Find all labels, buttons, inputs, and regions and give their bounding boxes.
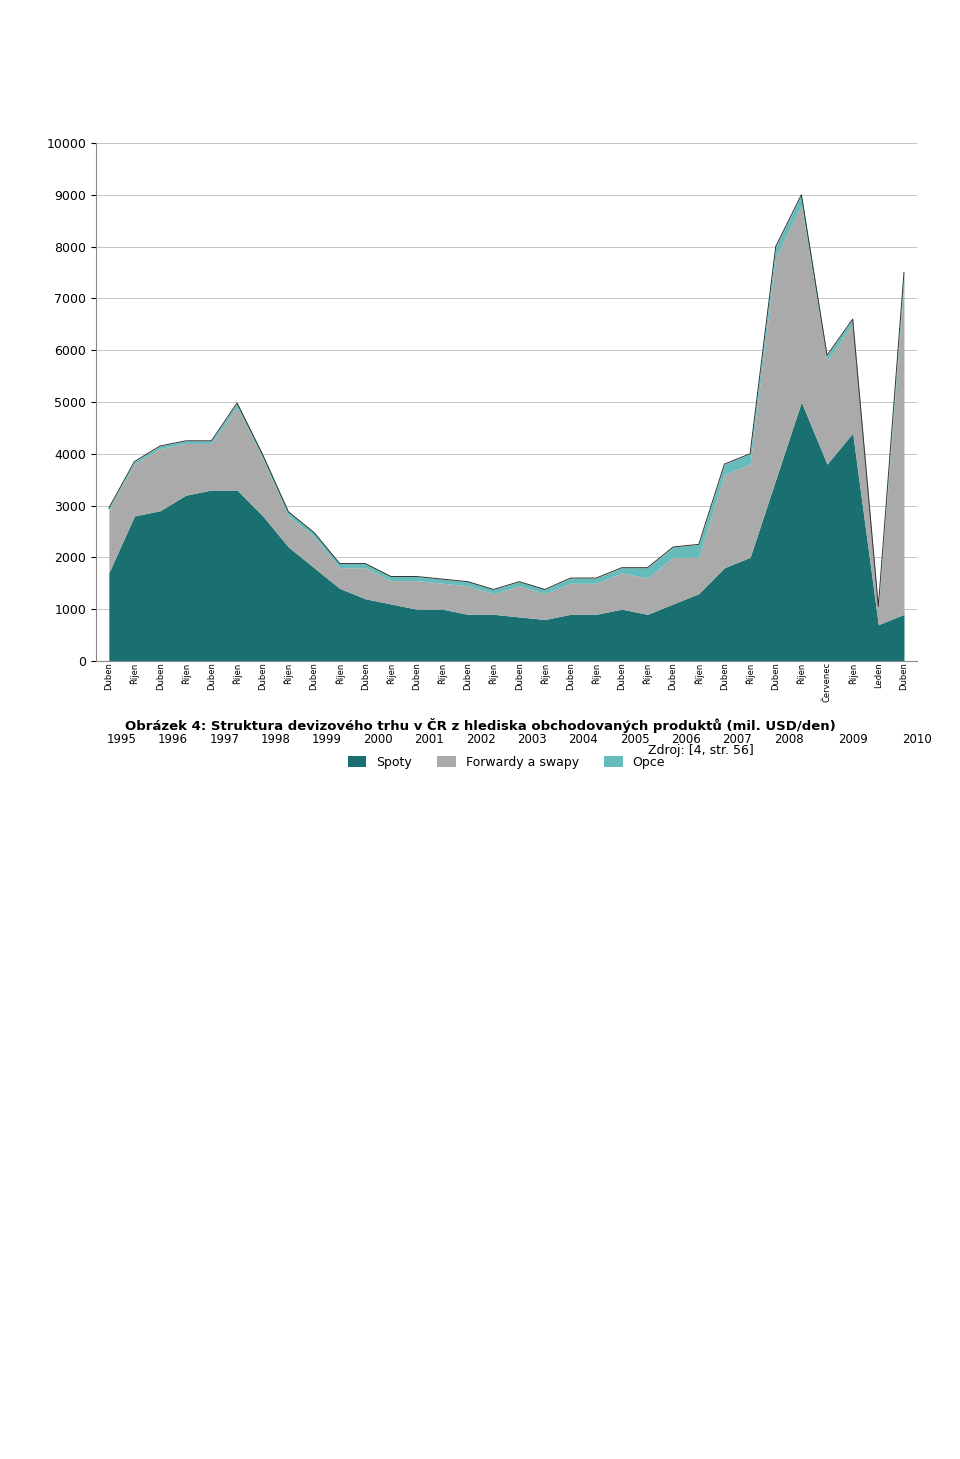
Text: Zdroj: [4, str. 56]: Zdroj: [4, str. 56] [648, 744, 754, 757]
Legend: Spoty, Forwardy a swapy, Opce: Spoty, Forwardy a swapy, Opce [348, 756, 665, 769]
Text: Obrázek 4: Struktura devizového trhu v ČR z hlediska obchodovaných produktů (mil: Obrázek 4: Struktura devizového trhu v Č… [125, 718, 835, 732]
